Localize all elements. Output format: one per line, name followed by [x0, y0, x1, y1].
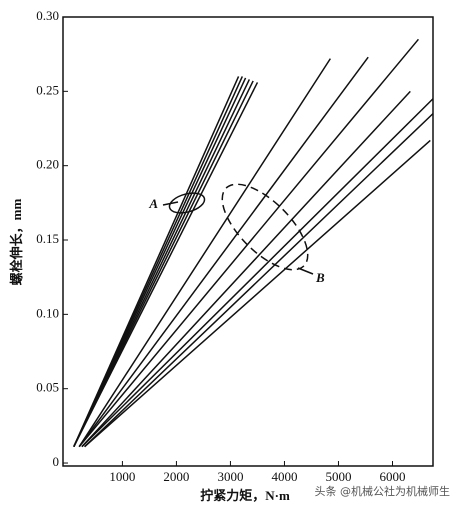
data-line — [78, 38, 419, 448]
x-tick-label: 5000 — [325, 469, 351, 484]
data-line — [84, 113, 434, 448]
y-axis-label: 螺栓伸长，mm — [9, 199, 24, 286]
pointer-a — [162, 201, 179, 206]
y-tick-label: 0.30 — [36, 8, 59, 23]
data-line — [81, 90, 411, 448]
y-tick-label: 0.15 — [36, 231, 59, 246]
x-tick-label: 6000 — [379, 469, 405, 484]
x-tick-label: 2000 — [163, 469, 189, 484]
plot-frame — [62, 16, 434, 467]
data-line — [78, 58, 332, 448]
y-tick-label: 0.05 — [36, 380, 59, 395]
watermark: 头条 @机械公社为机械师生 — [315, 484, 451, 498]
data-line — [73, 82, 259, 448]
y-tick-label: 0.20 — [36, 157, 59, 172]
data-line — [78, 56, 369, 448]
y-tick-label: 0 — [53, 454, 60, 469]
x-tick-label: 4000 — [271, 469, 297, 484]
group-b-ellipse — [221, 183, 309, 271]
x-axis-label: 拧紧力矩，N·m — [200, 488, 290, 503]
annotation: A — [148, 196, 158, 211]
y-tick-label: 0.25 — [36, 82, 59, 97]
x-tick-label: 3000 — [217, 469, 243, 484]
data-line — [84, 139, 431, 448]
x-tick-label: 1000 — [109, 469, 135, 484]
data-line — [73, 80, 254, 448]
annotation: B — [315, 270, 325, 285]
pointer-b — [297, 267, 314, 275]
data-line — [81, 98, 434, 448]
y-tick-label: 0.10 — [36, 305, 59, 320]
